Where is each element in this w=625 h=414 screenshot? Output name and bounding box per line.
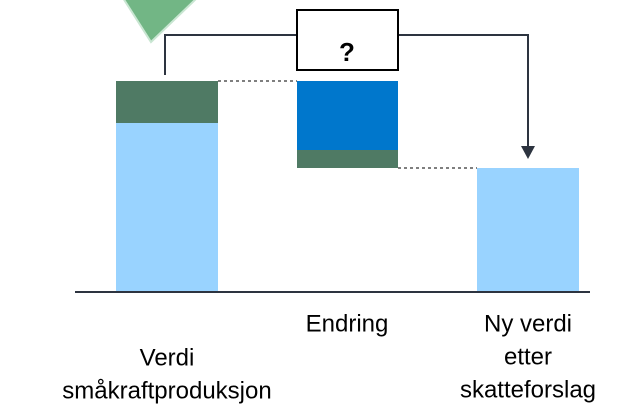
column-label: Verdi	[140, 344, 195, 371]
arrowhead	[521, 146, 535, 159]
bar-segment	[297, 81, 398, 150]
box-text: ?	[339, 37, 355, 67]
column-label: skatteforslag	[460, 376, 596, 403]
bar-segment	[297, 150, 398, 168]
bar-segment	[116, 123, 218, 292]
pointer-triangle	[123, 0, 197, 44]
column-label: småkraftproduksjon	[62, 377, 271, 404]
column-label: Endring	[306, 310, 389, 337]
question-box	[296, 9, 399, 71]
connector	[398, 34, 529, 148]
bar-segment	[116, 81, 218, 123]
connector	[164, 34, 297, 75]
column-label: etter	[504, 343, 552, 370]
bar-segment	[477, 168, 579, 292]
column-label: Ny verdi	[484, 310, 572, 337]
